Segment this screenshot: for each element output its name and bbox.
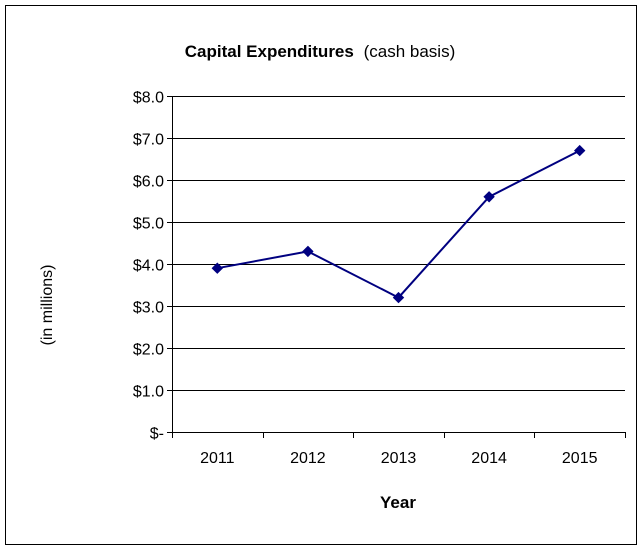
- chart-title: Capital Expenditures (cash basis): [185, 42, 455, 61]
- y-tick-label: $5.0: [133, 216, 164, 233]
- chart-border: [5, 5, 637, 545]
- y-tick-label: $4.0: [133, 258, 164, 275]
- x-tick-label: 2012: [290, 450, 326, 467]
- x-tick-label: 2015: [562, 450, 598, 467]
- data-point: [483, 191, 495, 203]
- y-tick-label: $7.0: [133, 132, 164, 149]
- y-tick-label: $1.0: [133, 384, 164, 401]
- x-tick-labels: 2011 2012 2013 2014 2015: [200, 450, 598, 467]
- series: [211, 144, 586, 304]
- y-tick-label: $2.0: [133, 342, 164, 359]
- axes: [167, 96, 626, 438]
- x-tick-label: 2011: [200, 450, 235, 467]
- y-axis-label: (in millions): [39, 265, 56, 346]
- chart-title-subtitle: (cash basis): [364, 42, 456, 61]
- gridlines: [172, 96, 625, 391]
- x-tick-label: 2014: [471, 450, 507, 467]
- x-axis-label: Year: [380, 493, 416, 512]
- data-point: [573, 144, 586, 157]
- data-point: [392, 291, 405, 304]
- y-tick-label: $-: [150, 426, 164, 443]
- y-tick-label: $8.0: [133, 90, 164, 107]
- data-point: [211, 262, 224, 274]
- y-tick-label: $6.0: [133, 174, 164, 191]
- y-tick-label: $3.0: [133, 300, 164, 317]
- chart-title-main: Capital Expenditures: [185, 42, 354, 61]
- y-tick-labels: $- $1.0 $2.0 $3.0 $4.0 $5.0 $6.0 $7.0 $8.0: [133, 90, 164, 443]
- x-tick-label: 2013: [381, 450, 417, 467]
- data-point: [302, 245, 314, 258]
